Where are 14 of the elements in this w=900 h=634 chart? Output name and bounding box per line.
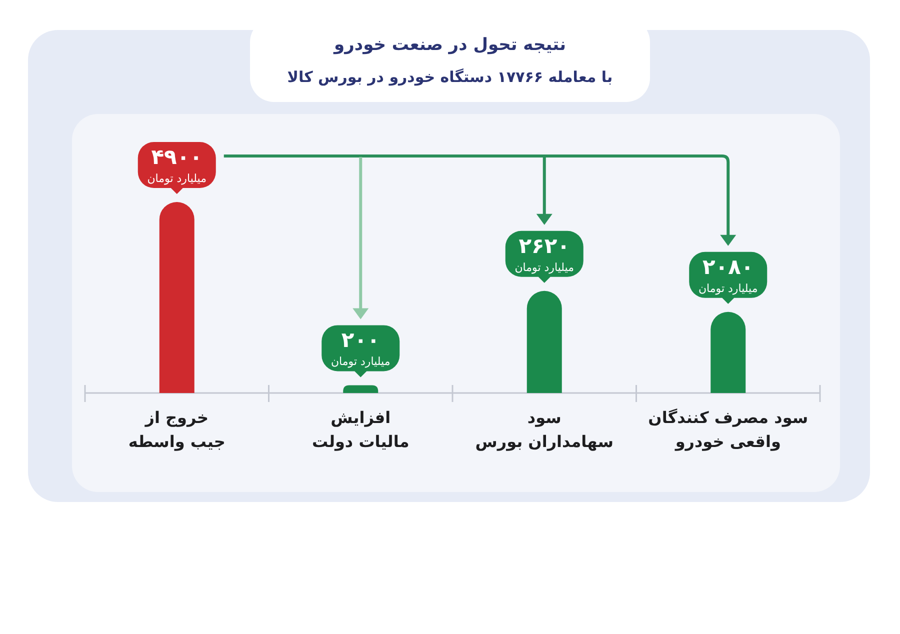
value-label-text: میلیارد تومان [147,172,207,185]
title: نتیجه تحول در صنعت خودرو [334,35,566,55]
value-label-text: ۲۰۸۰ [702,254,754,279]
value-label-text: میلیارد تومان [698,282,758,295]
value-label-text: ۲۶۲۰ [518,234,570,258]
category-label: افزایش مالیات دولت [312,408,410,451]
subtitle: با معامله ۱۷۷۶۶ دستگاه خودرو در بورس کالا [287,68,613,86]
category-label: سود سهامداران بورس [475,408,614,451]
category-label: سود مصرف کنندگان واقعی خودرو [648,408,808,451]
value-label-text: میلیارد تومان [514,260,574,274]
value-label-text: ۲۰۰ [341,328,380,352]
value-label-text: میلیارد تومان [330,355,390,368]
category-label: خروج از جیب واسطه [128,408,226,451]
value-label-text: ۴۹۰۰ [151,145,203,169]
